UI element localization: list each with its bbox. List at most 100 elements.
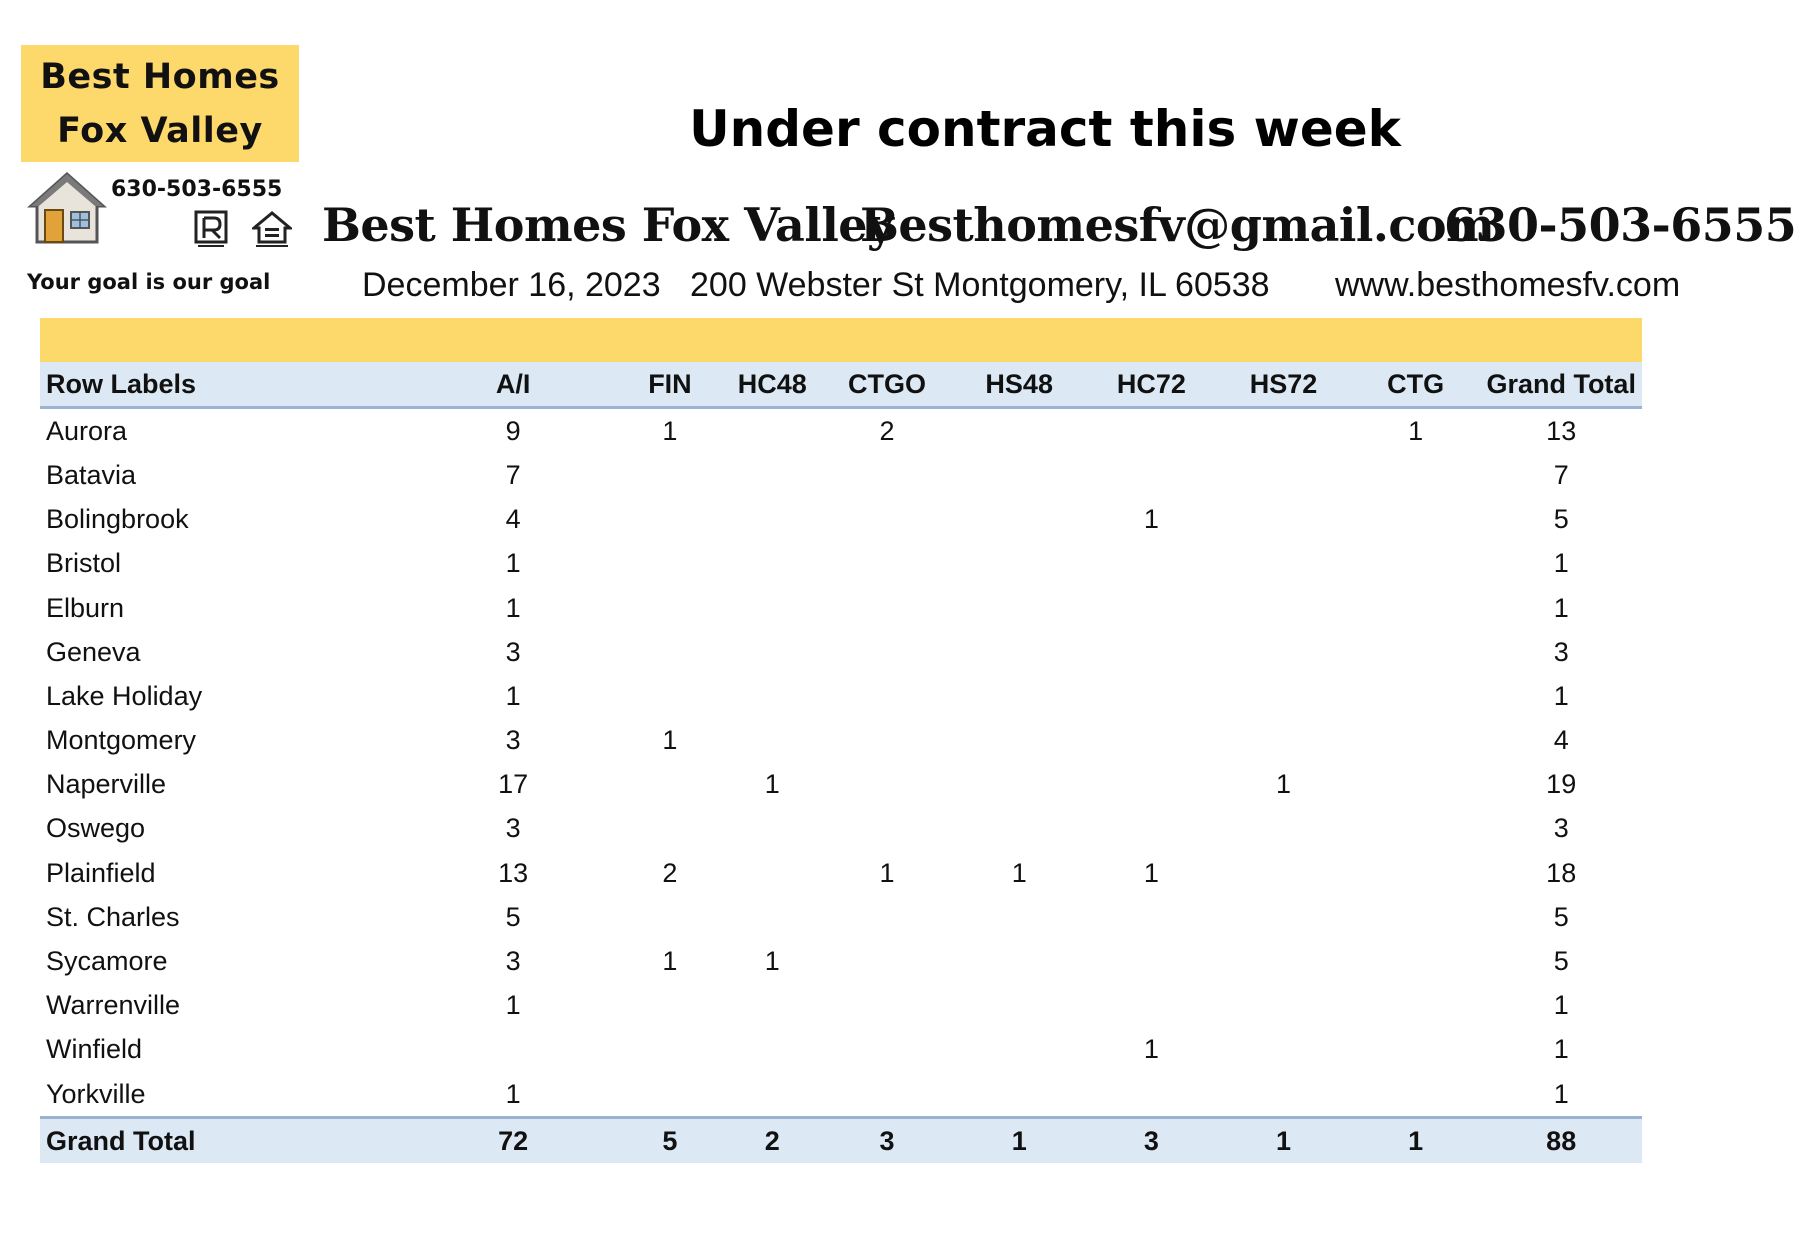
table-cell bbox=[1216, 851, 1351, 895]
table-cell bbox=[618, 807, 723, 851]
table-cell bbox=[1216, 939, 1351, 983]
table-cell bbox=[1351, 851, 1481, 895]
table-cell: 1 bbox=[1553, 680, 1569, 711]
table-cell bbox=[722, 719, 822, 763]
table-cell bbox=[822, 763, 952, 807]
equal-housing-icon bbox=[252, 211, 292, 247]
table-cell bbox=[722, 895, 822, 939]
table-cell: 1 bbox=[1408, 415, 1424, 446]
table-cell: 1 bbox=[505, 548, 521, 579]
table-cell bbox=[1087, 719, 1217, 763]
table-row: Batavia 7 7 bbox=[40, 453, 1642, 497]
table-cell bbox=[822, 807, 952, 851]
row-label: Plainfield bbox=[46, 857, 156, 888]
column-header: HS72 bbox=[1216, 362, 1351, 410]
table-cell: 13 bbox=[498, 857, 529, 888]
total-cell: 3 bbox=[1086, 1116, 1217, 1164]
table-cell: 3 bbox=[505, 636, 521, 667]
table-cell bbox=[952, 498, 1087, 542]
table-cell bbox=[618, 984, 723, 1028]
table-cell bbox=[1087, 630, 1217, 674]
table-cell: 1 bbox=[764, 769, 780, 800]
table-cell bbox=[722, 807, 822, 851]
table-cell bbox=[1216, 719, 1351, 763]
table-cell bbox=[952, 939, 1087, 983]
table-cell bbox=[618, 586, 723, 630]
table-cell: 1 bbox=[1553, 548, 1569, 579]
row-label: Sycamore bbox=[46, 946, 168, 977]
table-cell: 1 bbox=[1143, 857, 1159, 888]
total-cell: 1 bbox=[951, 1116, 1087, 1164]
table-cell bbox=[1216, 498, 1351, 542]
table-cell bbox=[952, 453, 1087, 497]
table-cell: 1 bbox=[662, 725, 678, 756]
table-cell bbox=[1087, 939, 1217, 983]
table-cell bbox=[1351, 1028, 1481, 1072]
table-cell bbox=[1351, 895, 1481, 939]
table-cell: 4 bbox=[505, 504, 521, 535]
table-row: St. Charles 5 5 bbox=[40, 895, 1642, 939]
row-label: Batavia bbox=[46, 459, 137, 490]
table-row: Bolingbrook 4 1 5 bbox=[40, 498, 1642, 542]
table-cell bbox=[822, 984, 952, 1028]
website-url: www.besthomesfv.com bbox=[1335, 266, 1681, 304]
table-cell: 1 bbox=[1275, 769, 1292, 800]
column-header: HS48 bbox=[951, 362, 1087, 410]
table-cell bbox=[722, 586, 822, 630]
table-row: Montgomery 3 1 4 bbox=[40, 719, 1642, 763]
table-cell: 3 bbox=[505, 725, 521, 756]
contracts-table: Row Labels A/I FIN HC48 CTGO HS48 HC72 HS72 CTG G… bbox=[40, 362, 1642, 1164]
table-cell bbox=[822, 895, 952, 939]
table-cell: 18 bbox=[1546, 857, 1577, 888]
table-cell: 1 bbox=[505, 592, 521, 623]
row-label: Montgomery bbox=[46, 725, 197, 756]
table-cell: 17 bbox=[498, 769, 529, 800]
table-row: Geneva 3 3 bbox=[40, 630, 1642, 674]
table-cell: 1 bbox=[1553, 990, 1569, 1021]
table-cell bbox=[952, 408, 1087, 454]
table-cell: 3 bbox=[505, 946, 521, 977]
table-row: Bristol 1 1 bbox=[40, 542, 1642, 586]
table-cell: 3 bbox=[505, 813, 521, 844]
brand-email: Besthomesfv@gmail.com bbox=[860, 198, 1495, 252]
table-cell bbox=[822, 542, 952, 586]
table-cell bbox=[722, 542, 822, 586]
table-cell bbox=[1216, 1072, 1351, 1118]
table-cell bbox=[1351, 1072, 1481, 1118]
table-cell: 1 bbox=[1143, 504, 1159, 535]
total-cell: 5 bbox=[617, 1116, 723, 1164]
table-cell: 4 bbox=[1553, 725, 1569, 756]
table-row: Oswego 3 3 bbox=[40, 807, 1642, 851]
table-cell bbox=[952, 630, 1087, 674]
table-cell bbox=[822, 1072, 952, 1118]
table-cell bbox=[1087, 984, 1217, 1028]
table-cell bbox=[952, 1028, 1087, 1072]
table-cell bbox=[722, 408, 822, 454]
table-cell bbox=[822, 1028, 952, 1072]
column-header: HC48 bbox=[722, 362, 823, 410]
table-cell bbox=[1087, 542, 1217, 586]
table-row: Lake Holiday 1 1 bbox=[40, 674, 1642, 718]
row-label: Aurora bbox=[46, 415, 128, 446]
total-cell: 72 bbox=[408, 1116, 618, 1164]
total-cell: 88 bbox=[1480, 1116, 1642, 1164]
realtor-icon bbox=[194, 210, 228, 247]
table-cell bbox=[722, 630, 822, 674]
table-cell: 9 bbox=[505, 415, 521, 446]
table-cell: 5 bbox=[1553, 504, 1569, 535]
table-cell bbox=[952, 542, 1087, 586]
column-header: FIN bbox=[617, 362, 723, 410]
table-cell bbox=[1351, 939, 1481, 983]
report-date: December 16, 2023 bbox=[362, 266, 661, 304]
table-row: Yorkville 1 1 bbox=[40, 1072, 1642, 1118]
table-cell: 13 bbox=[1546, 415, 1577, 446]
column-header: CTG bbox=[1350, 362, 1481, 410]
table-cell bbox=[822, 719, 952, 763]
total-cell: 3 bbox=[822, 1116, 952, 1164]
table-cell: 2 bbox=[662, 857, 678, 888]
row-label: Naperville bbox=[46, 769, 167, 800]
table-cell bbox=[952, 586, 1087, 630]
total-label: Grand Total bbox=[40, 1116, 409, 1164]
table-cell bbox=[1351, 763, 1481, 807]
row-label: Winfield bbox=[46, 1034, 143, 1065]
